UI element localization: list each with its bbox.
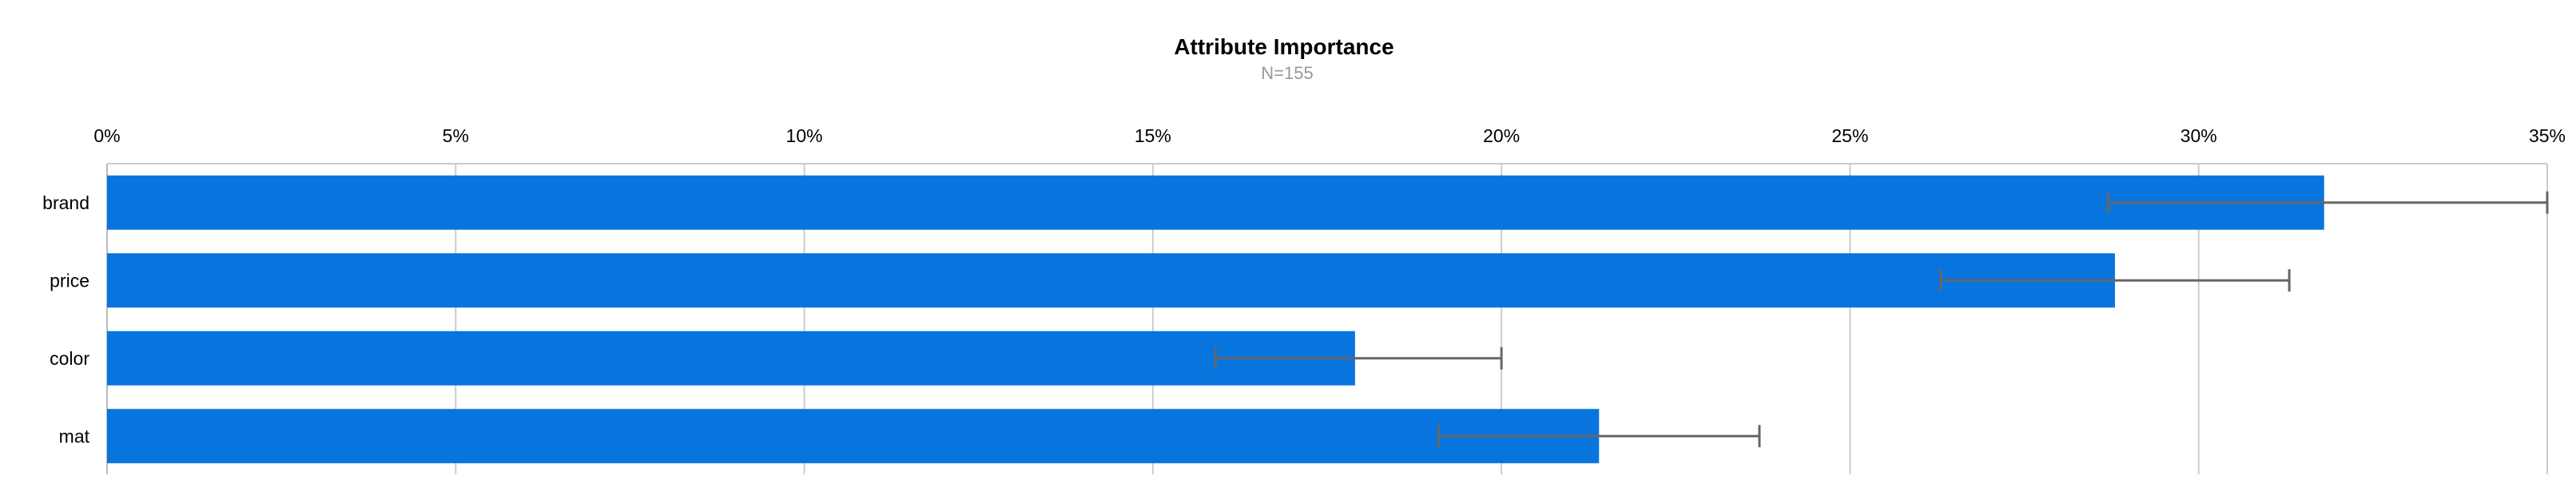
category-label: mat bbox=[59, 426, 90, 446]
chart-title: Attribute Importance bbox=[1174, 34, 1393, 59]
bar-price bbox=[107, 253, 2116, 308]
x-tick-label: 15% bbox=[1135, 125, 1171, 146]
bar-brand bbox=[107, 175, 2324, 230]
category-label: price bbox=[50, 270, 89, 291]
category-labels: brand price color mat bbox=[42, 192, 89, 447]
x-axis-ticks: 0% 5% 10% 15% 20% 25% 30% 35% bbox=[93, 125, 2566, 146]
x-tick-label: 0% bbox=[93, 125, 120, 146]
x-tick-label: 5% bbox=[443, 125, 469, 146]
category-label: color bbox=[50, 348, 89, 369]
x-tick-label: 35% bbox=[2529, 125, 2566, 146]
x-tick-label: 30% bbox=[2180, 125, 2217, 146]
category-label: brand bbox=[42, 192, 89, 213]
x-tick-label: 25% bbox=[1831, 125, 1868, 146]
chart-subtitle: N=155 bbox=[1261, 63, 1313, 83]
x-tick-label: 10% bbox=[786, 125, 823, 146]
bars bbox=[107, 175, 2324, 464]
error-bars bbox=[1214, 191, 2549, 448]
bar-mat bbox=[107, 409, 1600, 464]
bar-color bbox=[107, 331, 1355, 386]
x-tick-label: 20% bbox=[1483, 125, 1520, 146]
